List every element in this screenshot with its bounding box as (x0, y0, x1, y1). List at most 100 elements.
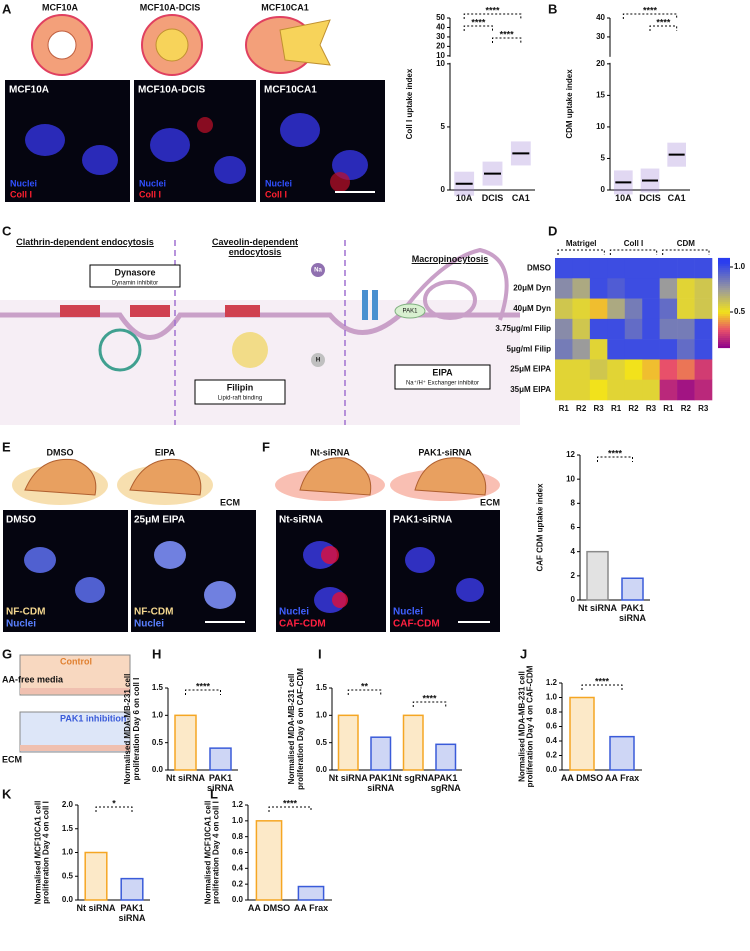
significance-label: **** (608, 448, 623, 458)
y-tick-label: 4 (571, 547, 576, 556)
x-tick-label: CA1 (511, 194, 530, 203)
panel-label: E (2, 439, 11, 454)
heatmap-cell (555, 379, 573, 401)
x-tick-label-box: DCIS (639, 194, 661, 203)
stain-label: Coll I (265, 189, 287, 199)
inhibitor-note: Dynamin inhibitor (112, 281, 158, 287)
y-tick-label: 0.5 (152, 738, 164, 747)
heatmap-cell (607, 379, 626, 401)
y-tick-label: 1.0 (62, 848, 74, 857)
y-tick-label: 1.2 (232, 800, 244, 809)
y-tick-label: 10 (436, 59, 445, 68)
column-label: R2 (576, 404, 587, 413)
colorbar-step (718, 281, 730, 285)
heatmap-cell (677, 359, 695, 381)
heatmap-cell (624, 278, 643, 299)
heatmap-cell (555, 359, 573, 381)
x-tick-label-box: 10A (455, 194, 473, 203)
significance-label: **** (500, 29, 515, 39)
stain-label: Coll I (10, 189, 32, 199)
y-tick-label: 50 (436, 13, 445, 22)
x-tick-label: Nt siRNA (76, 904, 116, 913)
stain-label: NF-CDM (134, 607, 173, 618)
heatmap-cell (694, 258, 713, 279)
pathway-title-box: Caveolin-dependent endocytosis (212, 238, 298, 257)
x-tick-label: PAK1 sgRNA (430, 774, 461, 793)
heatmap-cell (659, 339, 678, 360)
significance-label: **** (485, 5, 500, 15)
y-tick-label: 0.6 (546, 722, 558, 731)
y-tick-label: 8 (571, 498, 576, 507)
row-label: 25μM EIPA (510, 365, 551, 374)
y-axis-label-box: CDM uptake index (566, 69, 574, 138)
colorbar-step (718, 309, 730, 313)
column-label: R3 (646, 404, 657, 413)
x-tick-label: Nt siRNA (577, 604, 617, 613)
x-tick-label: Nt siRNA (165, 774, 205, 783)
heatmap-cell (694, 278, 713, 299)
stain-label: Nuclei (139, 178, 166, 188)
y-axis-label: Normalised MDA-MB-231 cell proliferation… (288, 668, 305, 790)
colorbar-step (718, 287, 730, 291)
image-title: MCF10CA1 (264, 85, 317, 96)
group-label: Coll I (624, 239, 644, 248)
x-tick-label-box: Nt sgRNA (392, 774, 434, 783)
y-tick-label: 5 (441, 122, 446, 131)
bar (435, 743, 457, 771)
x-tick-label-box: AA DMSO (247, 904, 291, 913)
colorbar-step (718, 343, 730, 347)
heatmap-cell (572, 258, 591, 279)
inhibitor-note: Na⁺/H⁺ Exchanger inhibitor (406, 380, 479, 387)
x-tick-label-box: PAK1 siRNA (207, 774, 234, 793)
significance-bracket (622, 13, 678, 19)
stain-label: Nuclei (279, 607, 309, 618)
ecm-label: ECM (480, 497, 500, 507)
significance-label: **** (595, 676, 610, 686)
colorbar-step (718, 339, 730, 343)
x-tick-label: 10A (455, 194, 473, 203)
y-axis-label-box: Normalised MDA-MB-231 cell proliferation… (124, 674, 141, 785)
x-tick-label-box: CA1 (511, 194, 530, 203)
colorbar-step (718, 333, 730, 337)
x-tick-label: AA DMSO (247, 904, 291, 913)
group-bracket (609, 249, 658, 255)
condition: Nt-siRNA (310, 447, 350, 457)
colorbar-step (718, 285, 730, 289)
colorbar-step (718, 293, 730, 297)
group-label: Matrigel (566, 239, 597, 248)
y-axis-label: Normalised MCF10CA1 cell proliferation D… (204, 800, 221, 905)
group-bracket (557, 249, 605, 255)
bar (586, 550, 609, 601)
colorbar-step (718, 341, 730, 345)
colorbar-step (718, 289, 730, 293)
y-tick-label: 0.6 (232, 848, 244, 857)
heatmap-cell (624, 339, 643, 360)
colorbar-step (718, 277, 730, 281)
image-title: PAK1-siRNA (393, 515, 452, 526)
panel-label: J (520, 646, 527, 661)
significance-bracket (463, 13, 522, 19)
y-tick-label: 5 (601, 154, 606, 163)
y-tick-label: 0.4 (232, 863, 244, 872)
y-tick-label: 1.0 (316, 710, 328, 719)
inhibitor-name: Filipin (227, 382, 254, 392)
cell-line-title: MCF10A (42, 2, 79, 12)
y-tick-label: 1.5 (316, 683, 328, 692)
heatmap-cell (555, 258, 573, 279)
y-tick-label: 0.0 (546, 765, 558, 774)
x-tick-label-box: Nt siRNA (165, 774, 205, 783)
y-tick-label: 0.2 (232, 879, 244, 888)
y-tick-label: 6 (571, 523, 576, 532)
colorbar-step (718, 313, 730, 317)
heatmap-cell (677, 298, 695, 320)
bar (297, 885, 325, 901)
x-tick-label-box: DCIS (482, 194, 504, 203)
heatmap-cell (589, 339, 608, 360)
y-axis-label: Normalised MDA-MB-231 cell proliferation… (518, 665, 535, 788)
x-tick-label: PAK1 siRNA (618, 604, 646, 623)
significance-label: * (112, 798, 116, 808)
colorbar-step (718, 315, 730, 319)
row-label: 40μM Dyn (513, 304, 551, 313)
colorbar-label: 0.5 (734, 307, 746, 316)
heatmap-cell (659, 379, 678, 401)
